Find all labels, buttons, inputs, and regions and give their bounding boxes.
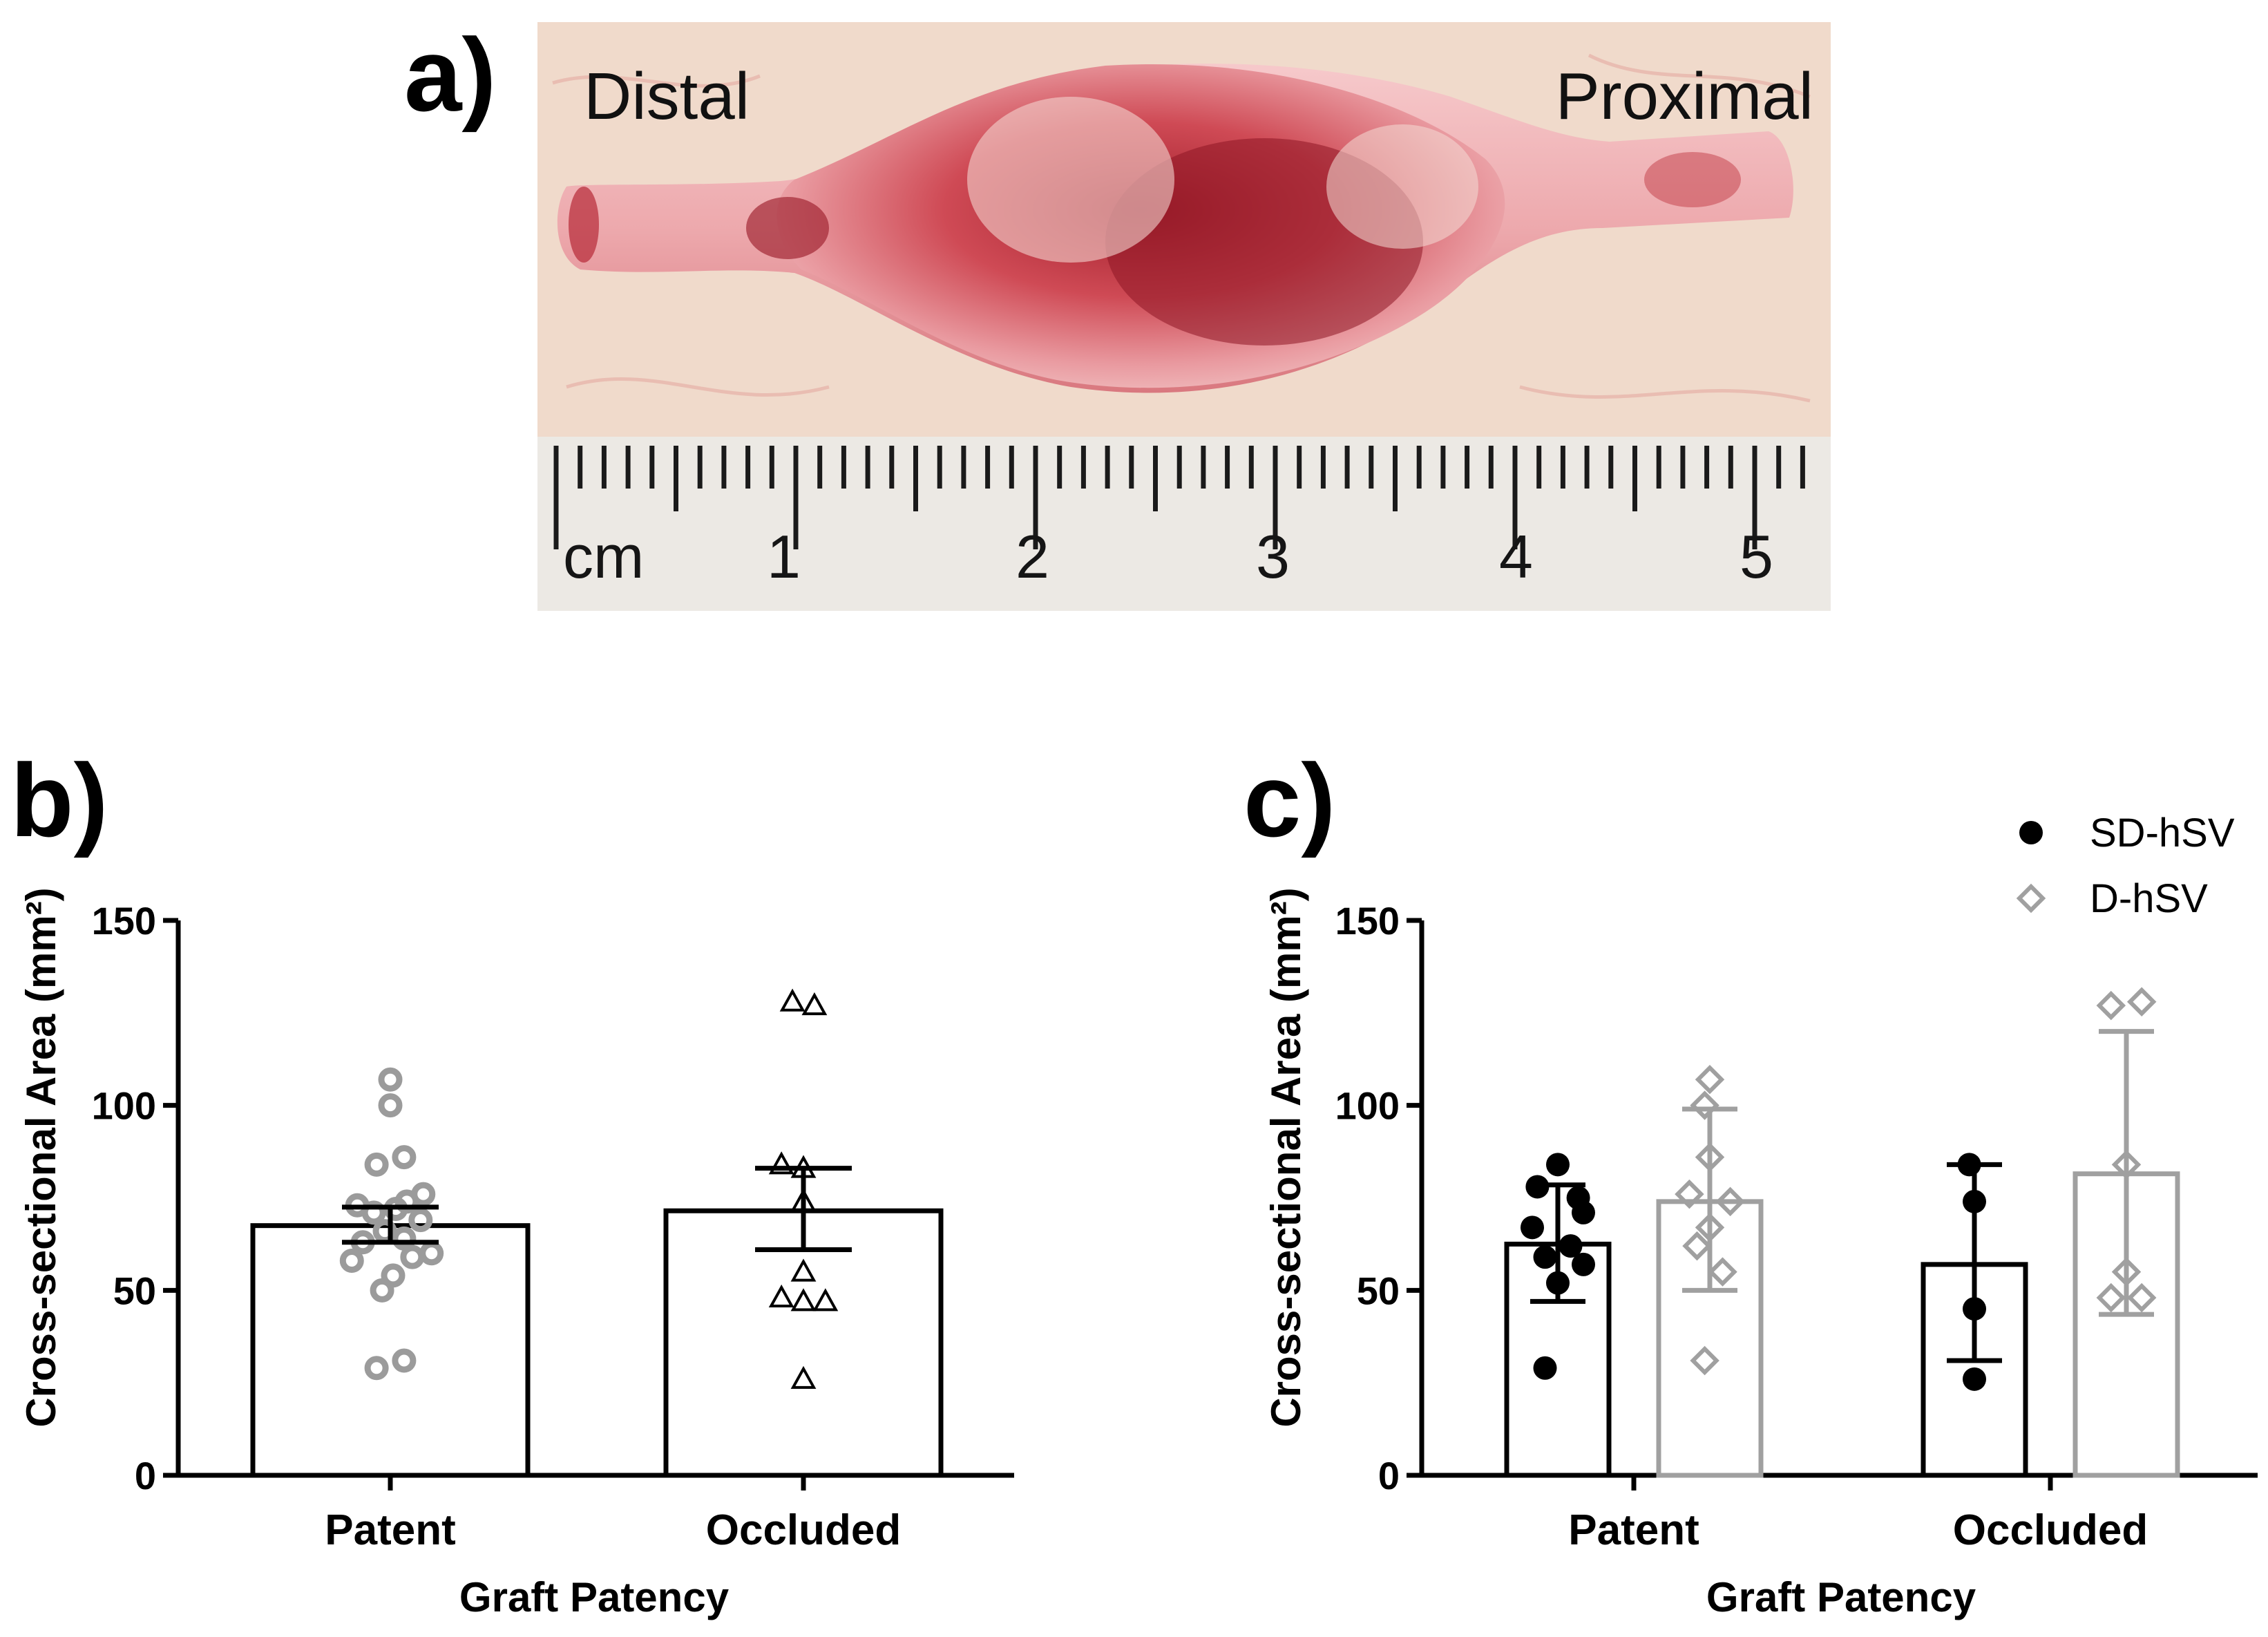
panel-a-letter: a) xyxy=(404,17,496,133)
chart-b-data-point xyxy=(392,1348,417,1373)
chart-c-category-label: Occluded xyxy=(1953,1506,2148,1554)
panel-b-letter: b) xyxy=(10,742,108,858)
ruler-ticks xyxy=(553,446,1805,549)
chart-b: Cross-sectional Area (mm²) Graft Patency… xyxy=(18,887,1014,1620)
chart-c-x-axis-title: Graft Patency xyxy=(1706,1574,1976,1620)
chart-b-y-tick-label: 50 xyxy=(113,1269,156,1312)
chart-b-data-point xyxy=(361,1200,386,1225)
chart-b-y-tick-label: 100 xyxy=(92,1084,156,1128)
legend-marker-sd-hsv xyxy=(2019,821,2043,844)
chart-b-data-point xyxy=(790,1288,817,1312)
chart-b-data-point xyxy=(364,1356,389,1381)
chart-c-data-point xyxy=(1682,1231,1712,1261)
chart-c-data-point xyxy=(1708,1257,1737,1287)
chart-b-data-point xyxy=(392,1226,417,1251)
ruler-number-2: 2 xyxy=(1016,522,1049,591)
chart-b-data-point xyxy=(790,1365,817,1389)
chart-b-category-label: Occluded xyxy=(706,1506,902,1554)
chart-b-bar-patent xyxy=(250,1223,531,1478)
chart-c-data-point xyxy=(1690,1345,1719,1376)
chart-b-data-point xyxy=(801,992,828,1016)
legend-label-d-hsv: D-hSV xyxy=(2090,876,2208,921)
chart-c-data-point xyxy=(1533,1356,1557,1380)
legend-label-sd-hsv: SD-hSV xyxy=(2090,811,2235,855)
chart-c-data-point xyxy=(1521,1215,1544,1240)
photo-label-distal: Distal xyxy=(584,59,750,133)
panel-c-letter: c) xyxy=(1243,742,1335,858)
chart-b-data-point xyxy=(768,1151,794,1175)
chart-b-data-point xyxy=(400,1245,425,1269)
chart-c-data-point xyxy=(2096,990,2126,1021)
chart-b-category-label: Patent xyxy=(325,1506,455,1554)
chart-c-data-point xyxy=(2126,987,2157,1017)
ruler-number-4: 4 xyxy=(1499,522,1533,591)
chart-c-category-label: Patent xyxy=(1568,1506,1699,1554)
ruler-number-3: 3 xyxy=(1256,522,1290,591)
chart-b-y-tick-label: 0 xyxy=(135,1454,156,1497)
chart-c-data-point xyxy=(1715,1186,1745,1217)
chart-c: Cross-sectional Area (mm²) Graft Patency… xyxy=(1263,887,2258,1620)
chart-c-y-tick-label: 50 xyxy=(1357,1269,1400,1312)
chart-b-data-point xyxy=(339,1249,364,1274)
chart-b-data-point xyxy=(378,1093,403,1118)
chart-c-y-tick-label: 0 xyxy=(1378,1454,1400,1497)
chart-b-x-axis-title: Graft Patency xyxy=(459,1574,730,1620)
chart-c-data-point xyxy=(2126,1283,2157,1313)
chart-c-y-tick-label: 150 xyxy=(1335,899,1400,943)
chart-b-data-point xyxy=(378,1067,403,1092)
chart-b-data-point xyxy=(779,988,806,1012)
chart-b-data-point xyxy=(408,1208,433,1233)
legend-marker-d-hsv xyxy=(2016,883,2046,914)
chart-c-y-axis-title: Cross-sectional Area (mm²) xyxy=(1263,887,1309,1427)
chart-c-data-point xyxy=(1675,1179,1704,1209)
chart-b-data-point xyxy=(381,1263,406,1288)
ruler-unit-label: cm xyxy=(563,522,644,591)
chart-b-data-point xyxy=(364,1152,389,1177)
chart-c-data-point xyxy=(1572,1252,1595,1276)
photo-label-proximal: Proximal xyxy=(1556,59,1813,133)
chart-c-data-point xyxy=(1546,1153,1570,1177)
chart-b-data-point xyxy=(370,1278,394,1303)
chart-c-data-point xyxy=(1695,1064,1725,1095)
chart-c-data-point xyxy=(1572,1200,1595,1224)
ruler xyxy=(537,437,1831,611)
chart-b-data-point xyxy=(812,1288,839,1312)
chart-b-y-tick-label: 150 xyxy=(92,899,156,943)
vein-photograph: Distal Proximal cm 1 2 3 4 5 xyxy=(537,22,1831,611)
chart-b-data-point xyxy=(768,1284,794,1308)
chart-c-data-point xyxy=(1559,1234,1583,1258)
chart-c-data-point xyxy=(1963,1367,1986,1391)
chart-c-y-tick-label: 100 xyxy=(1335,1084,1400,1128)
chart-c-data-point xyxy=(1533,1245,1557,1269)
chart-c-data-point xyxy=(2096,1283,2126,1313)
chart-b-y-axis-title: Cross-sectional Area (mm²) xyxy=(18,887,64,1427)
chart-b-data-point xyxy=(392,1145,417,1170)
chart-b-data-point xyxy=(790,1258,817,1282)
chart-c-data-point xyxy=(1690,1090,1719,1120)
ruler-number-5: 5 xyxy=(1740,522,1773,591)
chart-c-legend: SD-hSV D-hSV xyxy=(2016,811,2235,921)
ruler-number-1: 1 xyxy=(767,522,801,591)
chart-b-data-point xyxy=(419,1241,444,1266)
